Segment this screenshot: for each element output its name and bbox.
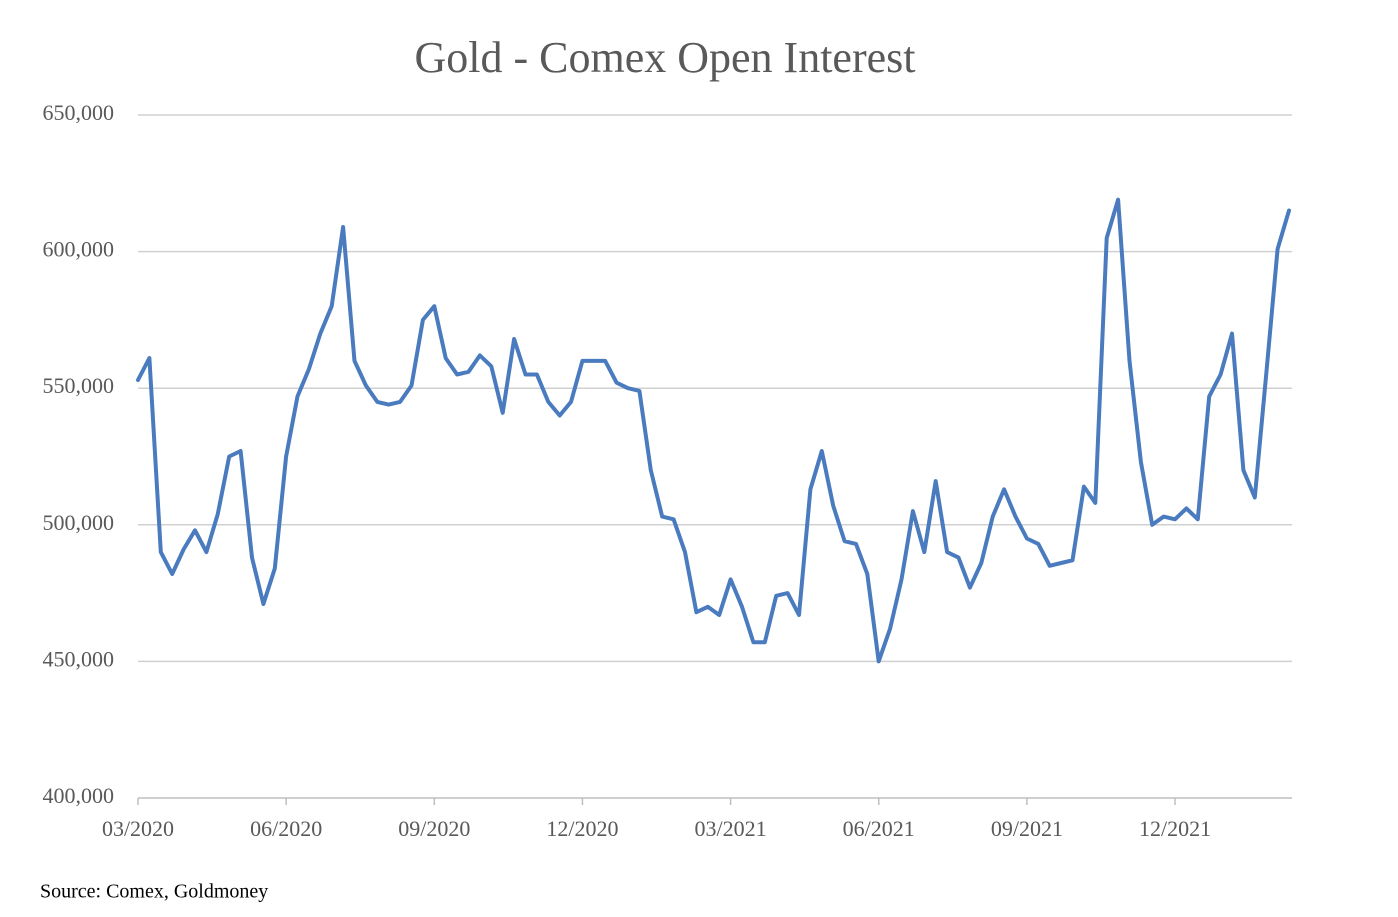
x-tick-label: 09/2020 — [398, 816, 470, 841]
y-tick-label: 600,000 — [43, 237, 115, 262]
y-tick-label: 550,000 — [43, 373, 115, 398]
chart-title: Gold - Comex Open Interest — [415, 33, 916, 82]
y-tick-label: 500,000 — [43, 510, 115, 535]
data-line — [136, 197, 1291, 664]
y-tick-label: 650,000 — [43, 100, 115, 125]
y-tick-label: 400,000 — [43, 783, 115, 808]
x-tick-label: 06/2021 — [843, 816, 915, 841]
x-tick-label: 12/2021 — [1139, 816, 1211, 841]
x-tick-label: 06/2020 — [250, 816, 322, 841]
y-tick-label: 450,000 — [43, 646, 115, 671]
x-tick-label: 09/2021 — [991, 816, 1063, 841]
x-tick-label: 03/2021 — [695, 816, 767, 841]
x-tick-label: 12/2020 — [546, 816, 618, 841]
source-note: Source: Comex, Goldmoney — [40, 881, 268, 903]
x-tick-label: 03/2020 — [102, 816, 174, 841]
